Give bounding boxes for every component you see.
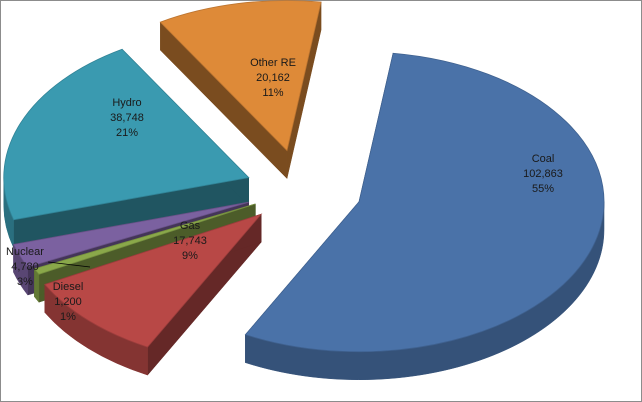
data-label-gas: Gas 17,743 9% (173, 220, 207, 262)
data-label-other-re: Other RE 20,162 11% (250, 57, 296, 99)
data-label-diesel: Diesel 1,200 1% (53, 281, 84, 323)
data-label-nuclear: Nuclear 4,780 3% (6, 246, 44, 288)
data-label-hydro: Hydro 38,748 21% (110, 97, 144, 139)
data-label-coal: Coal 102,863 55% (523, 153, 563, 195)
pie-slice-coal (244, 52, 605, 381)
pie-slice-other-re (159, 0, 322, 180)
pie-slice-gas (44, 213, 263, 376)
leader-line-nuclear (47, 261, 91, 268)
pie-slice-hydro (3, 48, 250, 249)
